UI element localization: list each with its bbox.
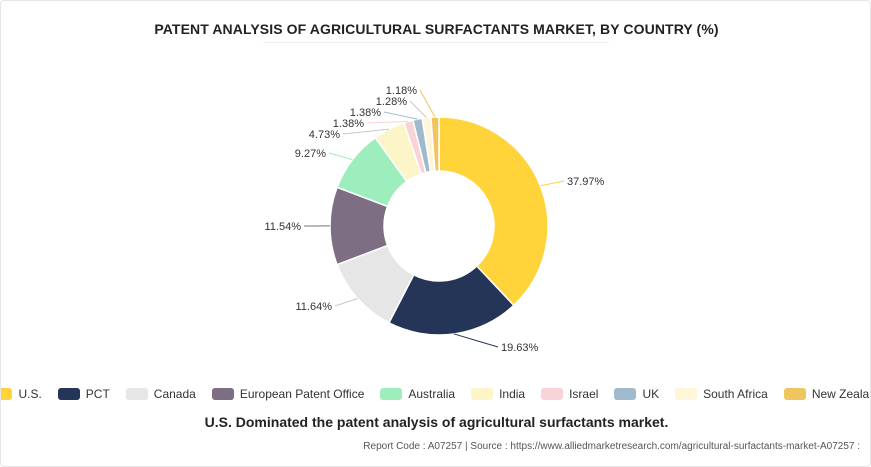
- title-divider: [263, 42, 609, 43]
- data-label: 19.63%: [501, 342, 539, 354]
- slice-u-s[interactable]: [438, 116, 549, 307]
- legend-label: India: [499, 387, 526, 401]
- data-label: 37.97%: [567, 176, 605, 188]
- data-label: 1.38%: [333, 118, 364, 130]
- source-note: Report Code : A07257 | Source : https://…: [363, 441, 860, 452]
- leader-line: [409, 100, 427, 119]
- legend-swatch: [541, 388, 564, 400]
- legend-label: South Africa: [703, 387, 768, 401]
- slice-pct[interactable]: [387, 264, 515, 336]
- legend-item[interactable]: U.S.: [1, 387, 42, 401]
- legend-swatch: [211, 388, 234, 400]
- slice-new-zealand[interactable]: [430, 116, 440, 172]
- data-label: 1.18%: [386, 85, 417, 97]
- data-label: 9.27%: [295, 148, 326, 160]
- legend-swatch: [783, 388, 806, 400]
- legend-item[interactable]: Israel: [541, 387, 598, 401]
- legend-label: U.S.: [18, 387, 42, 401]
- legend-item[interactable]: European Patent Office: [211, 387, 365, 401]
- legend-swatch: [380, 388, 403, 400]
- legend-swatch: [1, 388, 13, 400]
- leader-line: [342, 128, 390, 135]
- legend-item[interactable]: PCT: [57, 387, 110, 401]
- legend-swatch: [57, 388, 80, 400]
- legend-swatch: [471, 388, 494, 400]
- legend-item[interactable]: Canada: [125, 387, 196, 401]
- legend-label: Australia: [408, 387, 456, 401]
- legend-label: New Zealand: [811, 387, 870, 401]
- leader-line: [383, 111, 418, 120]
- leader-line: [453, 333, 499, 348]
- legend-label: European Patent Office: [239, 387, 365, 401]
- legend-swatch: [675, 388, 698, 400]
- legend-label: PCT: [85, 387, 110, 401]
- legend-item[interactable]: UK: [614, 387, 659, 401]
- legend-item[interactable]: South Africa: [675, 387, 768, 401]
- data-label: 1.28%: [376, 96, 407, 108]
- legend-label: Canada: [153, 387, 196, 401]
- legend-item[interactable]: Australia: [380, 387, 455, 401]
- legend-label: Israel: [569, 387, 599, 401]
- legend-item[interactable]: India: [471, 387, 525, 401]
- leader-line: [419, 89, 436, 118]
- leader-line: [328, 152, 353, 161]
- legend-swatch: [125, 388, 148, 400]
- leader-line: [334, 298, 358, 307]
- chart-caption: U.S. Dominated the patent analysis of ag…: [204, 414, 669, 430]
- legend-swatch: [614, 388, 637, 400]
- leader-line: [366, 120, 409, 124]
- data-label: 11.64%: [296, 301, 333, 313]
- leader-line: [540, 180, 565, 187]
- chart-title: PATENT ANALYSIS OF AGRICULTURAL SURFACTA…: [154, 21, 719, 37]
- data-label: 1.38%: [350, 107, 381, 119]
- data-label: 4.73%: [309, 129, 340, 141]
- chart-legend: U.S. PCT Canada European Patent Office Austr…: [1, 387, 870, 401]
- legend-label: UK: [642, 387, 660, 401]
- legend-item[interactable]: New Zealand: [783, 387, 870, 401]
- data-label: 11.54%: [265, 221, 302, 233]
